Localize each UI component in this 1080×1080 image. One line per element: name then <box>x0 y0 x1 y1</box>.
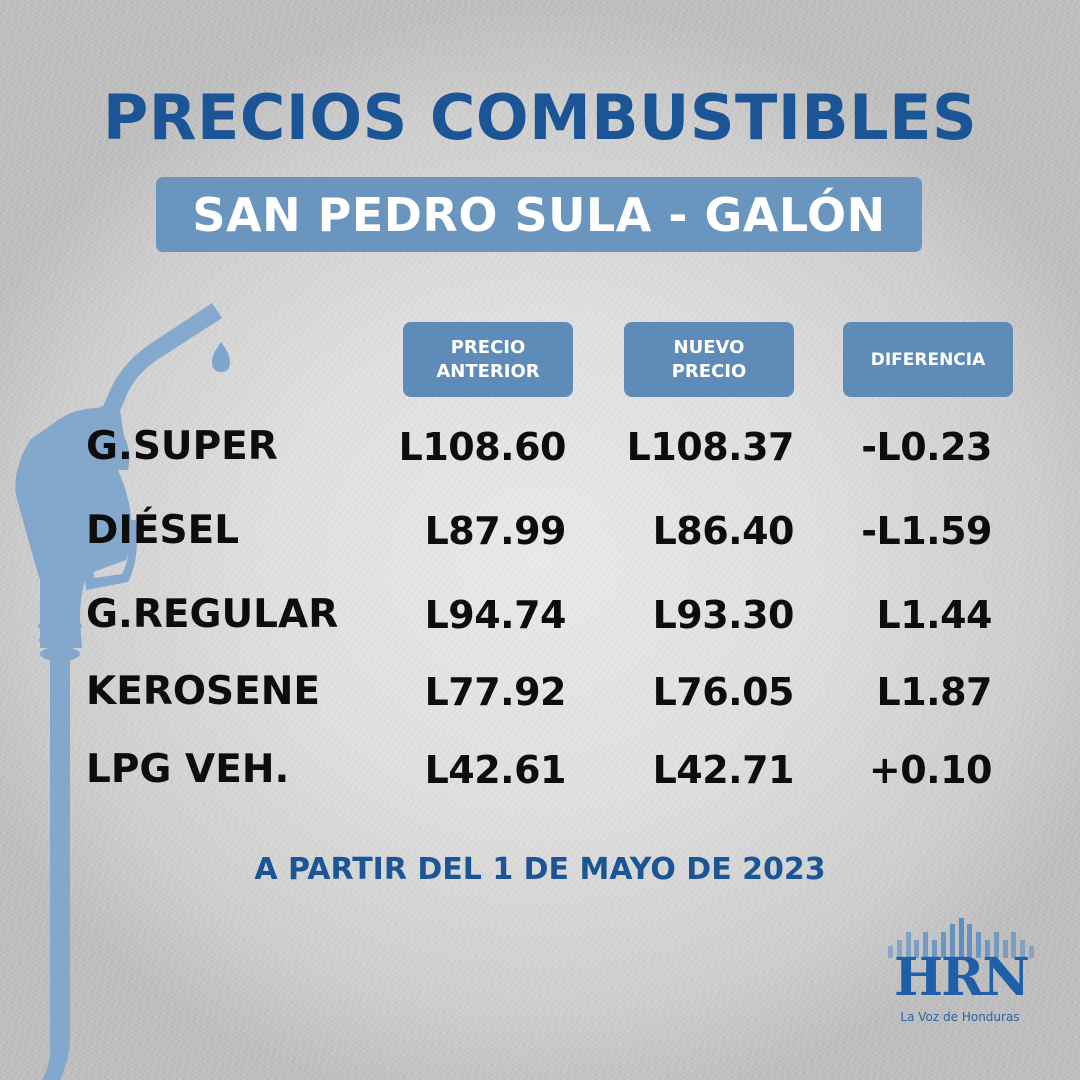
column-header-previous-price: PRECIO ANTERIOR <box>403 322 573 397</box>
column-header-line: PRECIO <box>450 336 526 358</box>
fuel-name: G.REGULAR <box>86 592 339 637</box>
location-unit-label: SAN PEDRO SULA - GALÓN <box>192 187 886 242</box>
column-header-line: ANTERIOR <box>436 360 540 382</box>
column-header-line: DIFERENCIA <box>870 349 986 370</box>
hrn-logo: HRN La Voz de Honduras <box>880 912 1040 1032</box>
equalizer-bars-icon <box>888 912 1034 958</box>
previous-price: L87.99 <box>424 509 567 553</box>
column-header-new-price: NUEVO PRECIO <box>624 322 794 397</box>
table-row: LPG VEH. L42.61 L42.71 +0.10 <box>0 745 1080 795</box>
fuel-name: KEROSENE <box>86 669 321 714</box>
fuel-name: G.SUPER <box>86 424 278 469</box>
effective-date: A PARTIR DEL 1 DE MAYO DE 2023 <box>254 852 826 887</box>
previous-price: L94.74 <box>424 593 567 637</box>
new-price: L86.40 <box>652 509 795 553</box>
logo-wordmark: HRN <box>894 947 1030 1008</box>
price-difference: +0.10 <box>868 748 993 792</box>
price-difference: -L0.23 <box>861 425 992 469</box>
previous-price: L108.60 <box>398 425 567 469</box>
table-row: G.REGULAR L94.74 L93.30 L1.44 <box>0 590 1080 640</box>
fuel-name: DIÉSEL <box>86 508 240 553</box>
table-row: KEROSENE L77.92 L76.05 L1.87 <box>0 667 1080 717</box>
previous-price: L42.61 <box>424 748 567 792</box>
fuel-drop-icon <box>212 342 230 372</box>
new-price: L108.37 <box>626 425 795 469</box>
price-difference: L1.44 <box>876 593 993 637</box>
logo-tagline: La Voz de Honduras <box>900 1010 1020 1024</box>
location-banner: SAN PEDRO SULA - GALÓN <box>156 177 922 252</box>
fuel-name: LPG VEH. <box>86 747 290 792</box>
table-row: G.SUPER L108.60 L108.37 -L0.23 <box>0 422 1080 472</box>
fuel-nozzle-icon <box>15 303 230 1080</box>
table-row: DIÉSEL L87.99 L86.40 -L1.59 <box>0 506 1080 556</box>
new-price: L42.71 <box>652 748 795 792</box>
column-header-line: PRECIO <box>671 360 747 382</box>
column-header-difference: DIFERENCIA <box>843 322 1013 397</box>
price-difference: -L1.59 <box>861 509 992 553</box>
price-difference: L1.87 <box>876 670 993 714</box>
new-price: L93.30 <box>652 593 795 637</box>
column-header-line: NUEVO <box>673 336 745 358</box>
previous-price: L77.92 <box>424 670 567 714</box>
page-title: PRECIOS COMBUSTIBLES <box>102 81 978 154</box>
new-price: L76.05 <box>652 670 795 714</box>
